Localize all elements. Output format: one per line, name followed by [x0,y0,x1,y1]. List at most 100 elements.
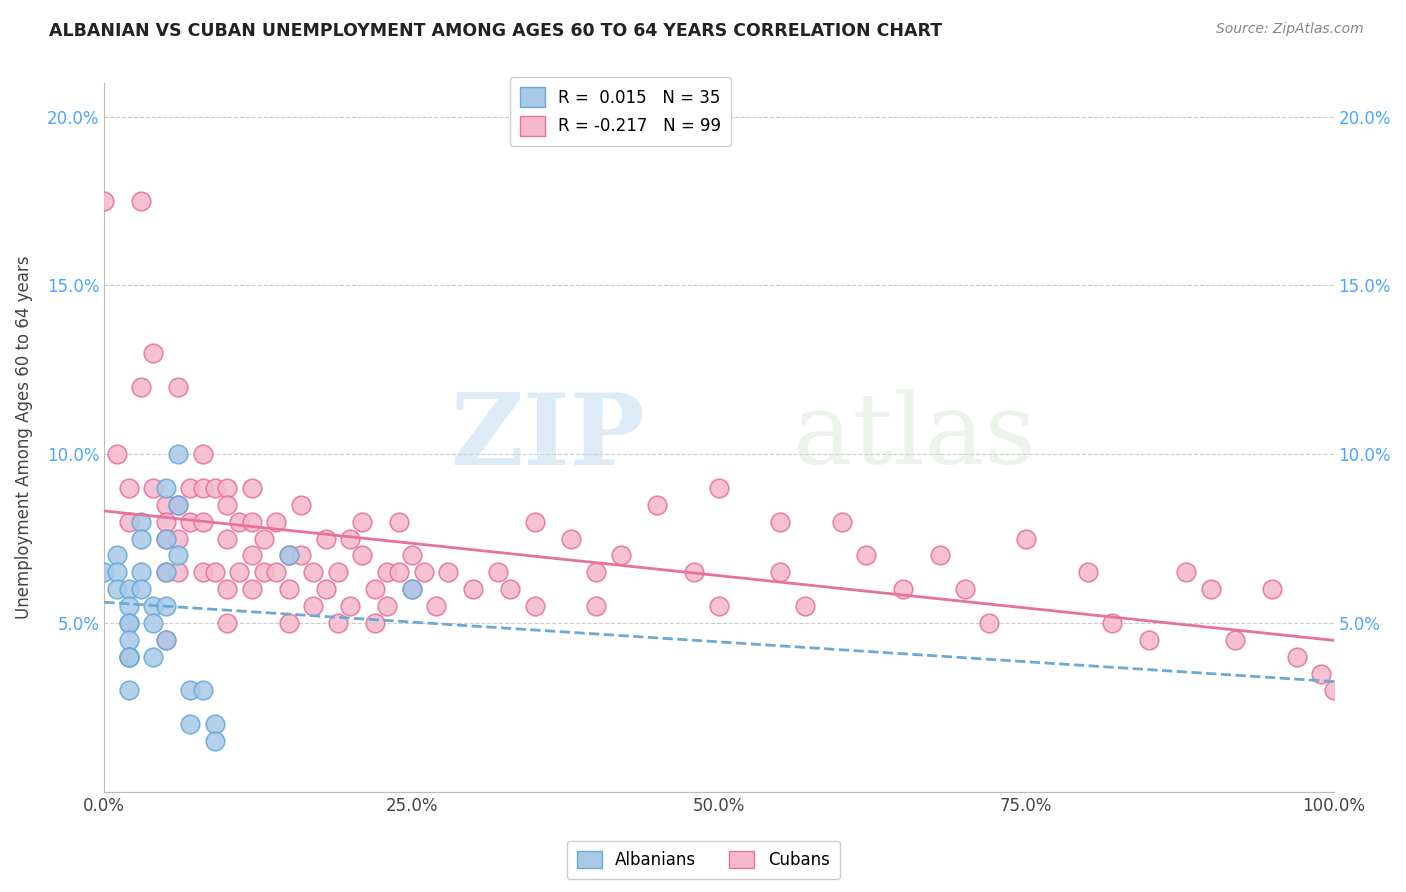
Point [179,481,201,495]
Point [461,582,484,597]
Point [266,515,288,529]
Point [1323,683,1346,698]
Point [142,599,165,613]
Text: ZIP: ZIP [450,389,645,486]
Point [155,566,177,580]
Point [155,632,177,647]
Text: Source: ZipAtlas.com: Source: ZipAtlas.com [1216,22,1364,37]
Point [118,582,141,597]
Point [302,599,325,613]
Point [240,549,263,563]
Point [277,582,299,597]
Point [326,566,349,580]
Point [129,532,152,546]
Point [155,498,177,512]
Point [401,549,423,563]
Point [891,582,914,597]
Point [523,515,546,529]
Point [179,515,201,529]
Point [240,481,263,495]
Point [118,515,141,529]
Point [1310,666,1333,681]
Point [1225,632,1247,647]
Point [352,515,374,529]
Point [647,498,669,512]
Point [290,498,312,512]
Point [118,615,141,630]
Y-axis label: Unemployment Among Ages 60 to 64 years: Unemployment Among Ages 60 to 64 years [15,255,32,619]
Point [217,481,239,495]
Point [499,582,522,597]
Point [523,599,546,613]
Point [93,194,115,208]
Point [204,566,226,580]
Point [1015,532,1038,546]
Point [105,549,128,563]
Point [118,649,141,664]
Point [290,549,312,563]
Text: atlas: atlas [793,390,1035,485]
Point [155,566,177,580]
Point [105,582,128,597]
Point [191,447,214,461]
Point [179,683,201,698]
Point [167,566,190,580]
Point [375,566,398,580]
Point [167,379,190,393]
Point [142,346,165,360]
Point [388,566,411,580]
Point [375,599,398,613]
Point [142,615,165,630]
Point [364,582,387,597]
Point [1261,582,1284,597]
Point [855,549,877,563]
Point [217,532,239,546]
Point [217,498,239,512]
Point [401,582,423,597]
Point [129,515,152,529]
Point [118,649,141,664]
Point [315,532,337,546]
Point [118,599,141,613]
Point [315,582,337,597]
Point [609,549,631,563]
Point [93,566,115,580]
Point [1285,649,1308,664]
Point [105,566,128,580]
Point [707,599,730,613]
Point [191,481,214,495]
Point [155,532,177,546]
Point [204,734,226,748]
Point [118,615,141,630]
Point [979,615,1001,630]
Point [585,566,607,580]
Point [953,582,976,597]
Point [585,599,607,613]
Point [217,615,239,630]
Point [1199,582,1222,597]
Point [277,615,299,630]
Point [1175,566,1198,580]
Point [228,566,250,580]
Point [129,379,152,393]
Point [204,481,226,495]
Legend: Albanians, Cubans: Albanians, Cubans [567,841,839,880]
Point [794,599,817,613]
Point [769,515,792,529]
Point [204,717,226,731]
Text: ALBANIAN VS CUBAN UNEMPLOYMENT AMONG AGES 60 TO 64 YEARS CORRELATION CHART: ALBANIAN VS CUBAN UNEMPLOYMENT AMONG AGE… [49,22,942,40]
Point [1101,615,1123,630]
Point [167,549,190,563]
Point [118,481,141,495]
Point [129,566,152,580]
Point [179,717,201,731]
Point [277,549,299,563]
Point [217,582,239,597]
Point [167,447,190,461]
Point [191,515,214,529]
Point [1077,566,1099,580]
Point [228,515,250,529]
Point [929,549,952,563]
Point [191,683,214,698]
Point [352,549,374,563]
